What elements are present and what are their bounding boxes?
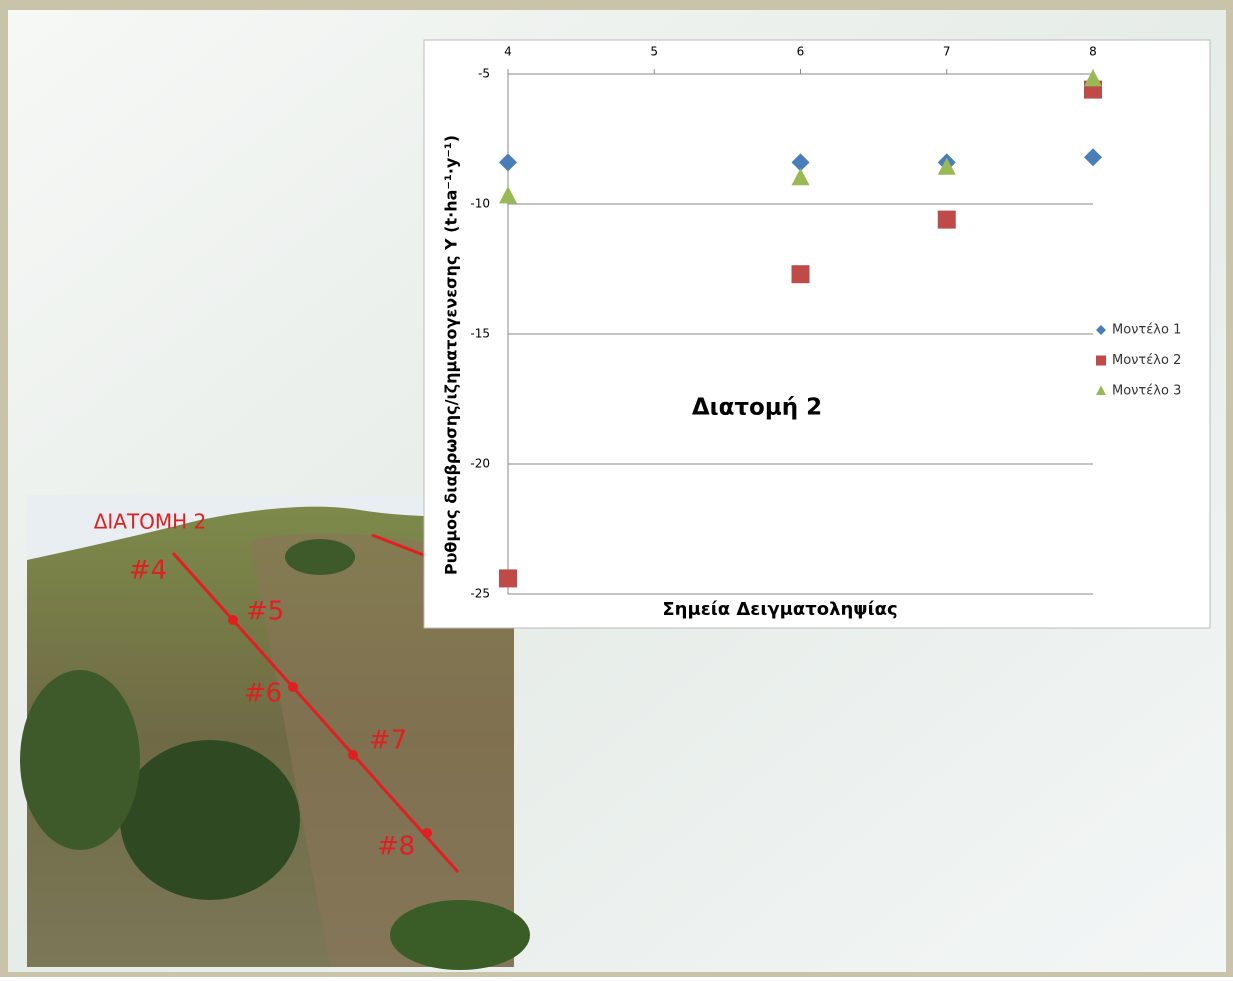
y-tick-label: -15 — [470, 327, 490, 341]
marker-triangle — [499, 186, 517, 204]
transect-line — [171, 552, 460, 873]
x-tick-label: 7 — [943, 45, 951, 59]
marker-triangle — [1096, 385, 1106, 395]
point-label: #7 — [369, 726, 407, 756]
marker-square — [937, 210, 956, 229]
y-tick-label: -25 — [470, 587, 490, 601]
transect-point — [348, 750, 358, 760]
legend-label: Μοντέλο 2 — [1112, 353, 1181, 368]
photo-title: ΔΙΑΤΟΜΗ 2 — [94, 510, 207, 534]
marker-triangle — [1084, 69, 1102, 87]
legend-label: Μοντέλο 3 — [1112, 384, 1181, 399]
annotation: Διατομή 2 — [692, 395, 822, 421]
bush — [20, 670, 140, 850]
x-axis-label: Σημεία Δειγματοληψίας — [662, 599, 897, 620]
y-tick-label: -20 — [470, 457, 490, 471]
photo: ΔΙΑΤΟΜΗ 2 #4 #5 #6 #7 #8 — [20, 495, 530, 970]
x-tick-label: 8 — [1089, 45, 1097, 59]
marker-square — [791, 265, 810, 284]
point-label: #6 — [244, 679, 282, 709]
bush — [120, 740, 300, 900]
marker-diamond — [1084, 148, 1102, 167]
y-axis-label: Ρυθμος διαβρωσης/ιζηματογενεσης Y (t·ha⁻… — [442, 135, 461, 575]
marker-diamond — [791, 153, 810, 172]
marker-triangle — [937, 157, 956, 175]
marker-square — [499, 569, 517, 588]
marker-diamond — [499, 153, 517, 172]
bush — [285, 539, 355, 575]
transect-point — [422, 828, 432, 838]
point-label: #8 — [377, 832, 415, 862]
marker-square — [1096, 355, 1106, 366]
bush — [390, 900, 530, 970]
point-label: #4 — [129, 556, 167, 586]
x-tick-label: 5 — [650, 45, 658, 59]
x-tick-label: 6 — [797, 45, 805, 59]
chart: Διατομή 2 Σημεία Δειγματοληψίας Ρυθμος δ… — [442, 45, 1182, 621]
transect-point — [228, 615, 238, 625]
transect-point — [288, 682, 298, 692]
marker-diamond — [1096, 325, 1106, 335]
y-tick-label: -5 — [478, 67, 490, 81]
legend-label: Μοντέλο 1 — [1112, 323, 1181, 338]
point-label: #5 — [246, 597, 284, 627]
x-tick-label: 4 — [504, 45, 512, 59]
marker-triangle — [791, 168, 810, 186]
y-tick-label: -10 — [470, 197, 490, 211]
